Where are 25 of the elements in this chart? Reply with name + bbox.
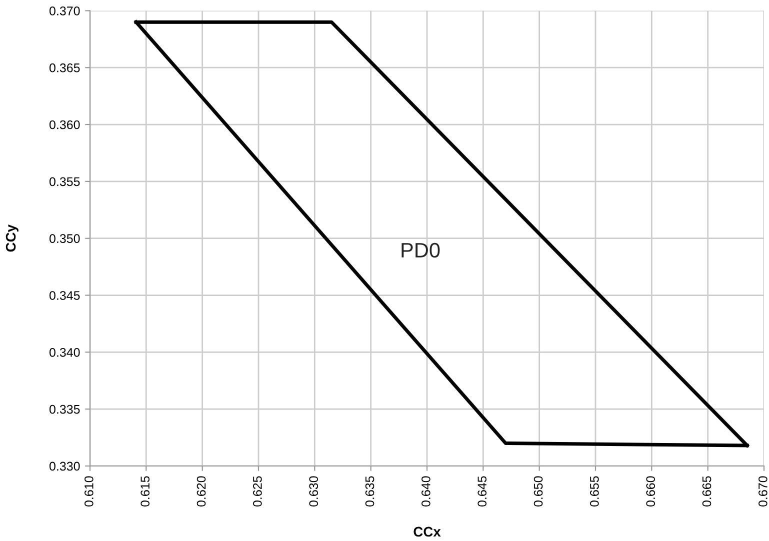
- y-tick-label: 0.330: [49, 462, 80, 471]
- x-tick-label: 0.660: [646, 476, 656, 507]
- y-tick-label: 0.355: [49, 177, 80, 186]
- x-tick-label: 0.610: [84, 476, 94, 507]
- x-tick-label: 0.635: [365, 476, 374, 507]
- x-tick-label: 0.640: [422, 476, 430, 507]
- x-tick-label: 0.665: [702, 476, 712, 507]
- x-tick-label: 0.670: [758, 476, 768, 507]
- y-tick-label: 0.365: [49, 63, 80, 72]
- y-tick-label: 0.350: [49, 234, 80, 243]
- y-tick-label: 0.345: [49, 291, 80, 300]
- x-axis-title: CCx: [414, 526, 441, 537]
- x-tick-label: 0.650: [534, 476, 543, 507]
- x-tick-label: 0.655: [590, 476, 599, 507]
- annotation: PD0: [402, 242, 440, 258]
- y-axis-title: CCy: [6, 224, 18, 252]
- x-tick-label: 0.645: [478, 476, 487, 507]
- y-tick-label: 0.360: [49, 120, 80, 130]
- y-tick-label: 0.370: [49, 6, 80, 16]
- x-tick-label: 0.625: [253, 476, 262, 507]
- x-tick-label: 0.630: [309, 476, 318, 507]
- y-tick-label: 0.340: [49, 348, 80, 357]
- x-tick-label: 0.615: [140, 476, 150, 507]
- x-tick-label: 0.620: [196, 476, 206, 507]
- y-tick-label: 0.335: [49, 404, 80, 414]
